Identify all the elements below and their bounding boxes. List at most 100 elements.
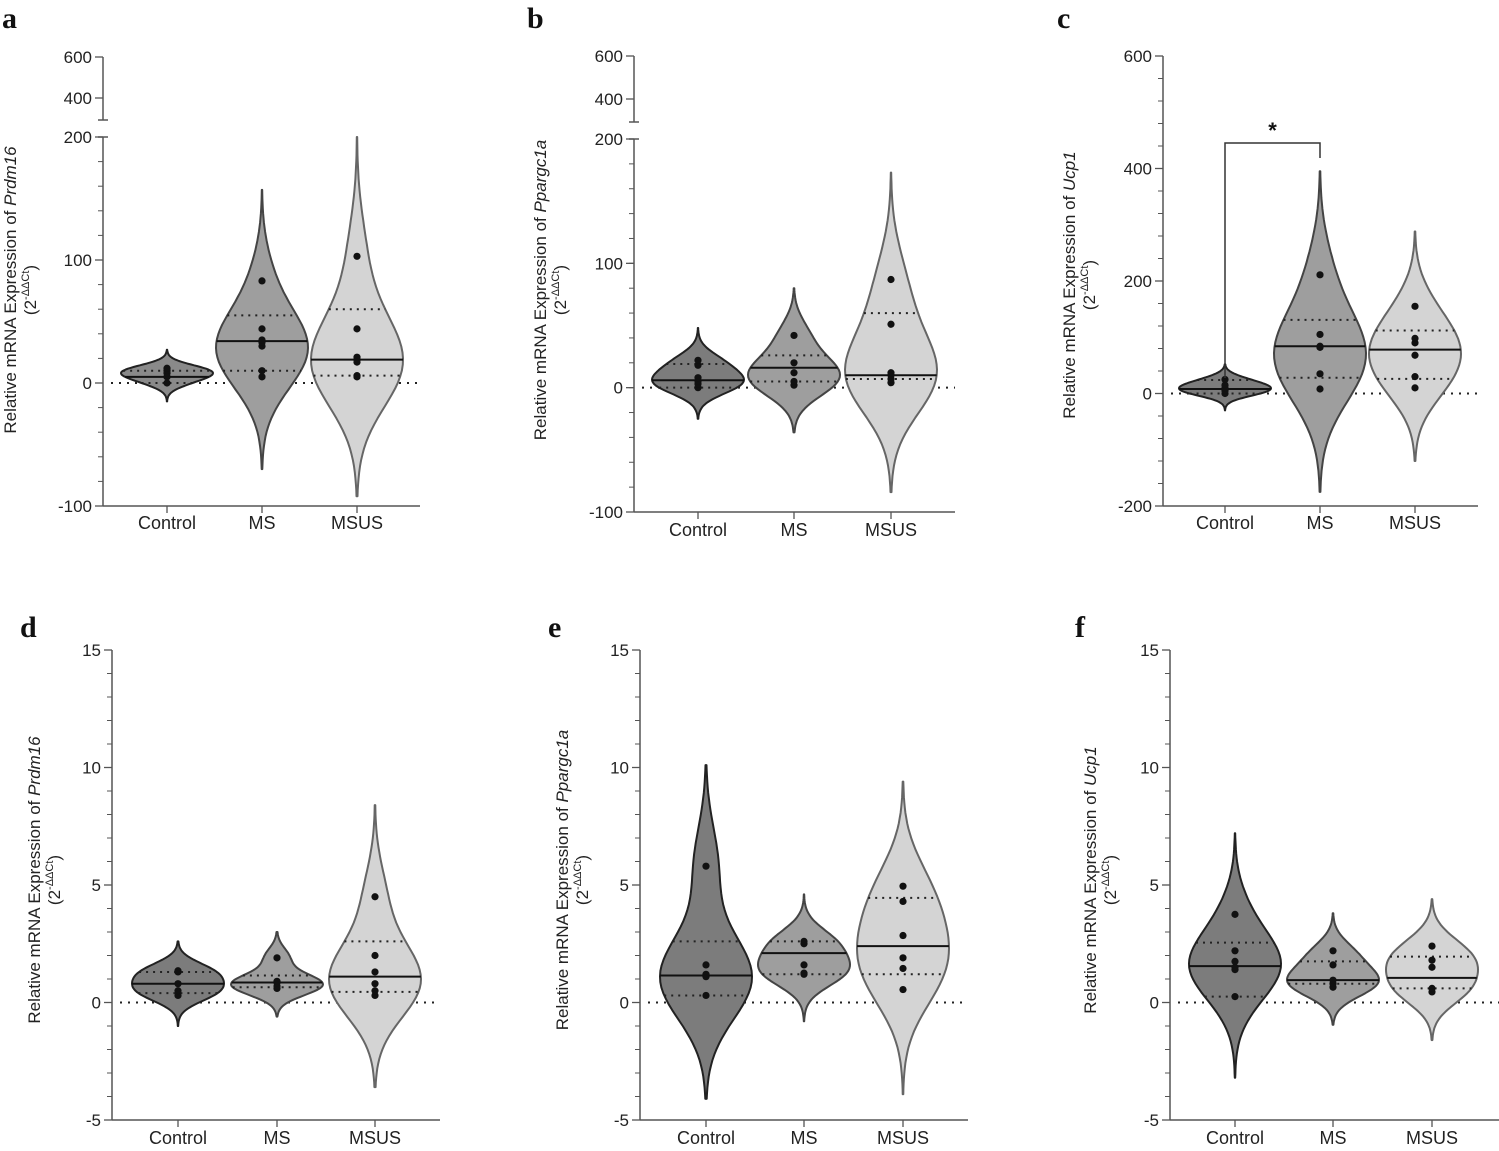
panel-letter: e [548,611,561,644]
y-tick-label: 0 [1143,385,1152,404]
y-axis-unit-base: (2 [1101,890,1120,905]
x-category-label: Control [1206,1128,1264,1148]
x-category-label: MS [791,1128,818,1148]
y-axis-label-prefix: Relative mRNA Expression of [25,796,44,1024]
y-tick-label: 200 [64,128,92,147]
data-point [1316,342,1324,350]
data-point [887,275,895,284]
x-category-label: Control [669,520,727,540]
data-point [1316,330,1324,339]
data-point [353,372,361,380]
data-point [371,893,379,901]
x-category-label: Control [149,1128,207,1148]
data-point [371,980,379,988]
data-point [1316,385,1324,393]
data-point [1221,381,1229,389]
violin-ms [747,287,841,434]
data-point [899,964,907,973]
y-axis-unit-base: (2 [45,890,64,905]
y-tick-label: -5 [1144,1111,1159,1130]
data-point [1221,375,1229,384]
y-tick-label: 5 [1150,876,1159,895]
violin-body [230,931,324,1018]
y-tick-label: 15 [610,641,629,660]
panel-a: a -100 0 100 200 400 600 Relative mRNA Expressi… [1,2,420,533]
data-point [1231,993,1239,1001]
data-point [899,897,907,906]
data-point [790,359,798,367]
y-axis-unit-base: (2 [551,300,570,315]
data-point [258,277,266,285]
data-point [694,374,702,382]
data-point [1411,384,1419,392]
panel-letter: b [527,2,544,35]
data-point [1411,302,1419,310]
violin-control [659,764,753,1100]
data-point [1428,984,1436,993]
data-point [1231,910,1239,918]
x-category-label: MSUS [1406,1128,1458,1148]
data-point [800,961,808,969]
y-axis-unit-close: ) [1080,260,1099,266]
y-axis-label: Relative mRNA Expression of Prdm16 [1,146,20,434]
data-point [371,968,379,976]
data-point [1428,942,1436,950]
data-point [353,353,361,361]
data-point [174,967,182,975]
violin-body [651,326,745,420]
data-point [899,954,907,962]
x-category-label: MSUS [877,1128,929,1148]
data-point [174,987,182,995]
y-axis-unit-close: ) [21,265,40,271]
y-axis-unit: (2-ΔΔCt) [550,265,570,315]
data-point [1329,976,1337,984]
violin-body [310,136,404,498]
panel-d: d -5 0 5 10 15 Relative mRNA Expression of Prd… [20,611,440,1148]
x-category-label: MSUS [331,513,383,533]
data-point [258,373,266,381]
violin-body [757,893,851,1023]
x-category-label: MS [781,520,808,540]
y-tick-label: -5 [614,1111,629,1130]
y-tick-label: -200 [1118,497,1152,516]
data-point [702,961,710,969]
data-point [371,951,379,960]
y-axis-unit: (2-ΔΔCt) [1100,855,1120,905]
y-tick-label: 15 [1140,641,1159,660]
violin-msus [1368,230,1462,462]
y-axis-unit-exponent: -ΔΔCt [44,861,56,890]
panel-letter: c [1057,2,1070,35]
violin-body [659,764,753,1100]
y-axis-label: Relative mRNA Expression of Ppargc1a [531,140,550,440]
data-point [273,954,281,962]
x-category-label: MSUS [349,1128,401,1148]
violin-body [1286,912,1380,1026]
y-axis-unit: (2-ΔΔCt) [1079,260,1099,310]
y-axis-label: Relative mRNA Expression of Ucp1 [1060,151,1079,418]
y-tick-label: 600 [64,48,92,67]
data-point [790,331,798,340]
data-point [800,969,808,977]
significance-bracket [1224,142,1321,378]
data-point [790,369,798,377]
y-tick-label: 0 [92,994,101,1013]
data-point [899,931,907,940]
y-axis-unit-exponent: -ΔΔCt [20,271,32,300]
panel-b: b -100 0 100 200 400 600 Relative mRNA Expressi… [527,2,955,540]
violin-control [131,940,225,1027]
data-point [273,977,281,985]
y-axis-label: Relative mRNA Expression of Prdm16 [25,736,44,1024]
violin-ms [215,188,309,471]
data-point [1411,334,1419,342]
y-tick-label: -5 [86,1111,101,1130]
data-point [258,367,266,375]
x-category-label: MS [249,513,276,533]
data-point [1231,963,1239,971]
y-axis-label-prefix: Relative mRNA Expression of [1,206,20,434]
y-axis-label-gene: Ppargc1a [531,140,550,213]
data-point [353,325,361,333]
y-axis-unit-exponent: -ΔΔCt [1079,266,1091,295]
y-tick-label: 10 [1140,759,1159,778]
y-axis-label-gene: Ppargc1a [553,730,572,803]
